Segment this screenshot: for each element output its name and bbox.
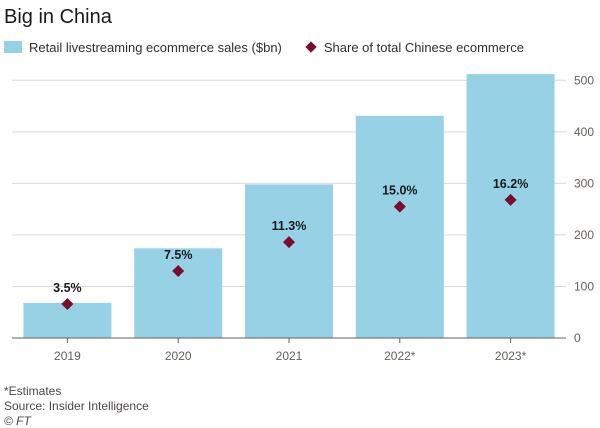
y-tick-label: 100 bbox=[574, 279, 594, 293]
bar bbox=[245, 184, 333, 338]
legend-item-share: Share of total Chinese ecommerce bbox=[304, 40, 524, 55]
x-tick-label: 2019 bbox=[54, 349, 81, 363]
bar bbox=[134, 248, 223, 338]
y-tick-label: 0 bbox=[574, 331, 581, 345]
share-marker bbox=[172, 265, 185, 277]
share-label: 16.2% bbox=[493, 177, 528, 191]
legend-label-share: Share of total Chinese ecommerce bbox=[323, 39, 525, 55]
footnote: *Estimates bbox=[4, 384, 62, 398]
share-marker bbox=[504, 193, 517, 206]
share-label: 3.5% bbox=[53, 281, 82, 295]
x-tick-label: 2021 bbox=[276, 349, 303, 363]
share-label: 11.3% bbox=[272, 219, 307, 233]
y-tick-label: 300 bbox=[574, 176, 594, 190]
source-note: Source: Insider Intelligence bbox=[4, 399, 149, 413]
bar bbox=[355, 115, 444, 338]
chart-plot: 0 100 200 300 400 500 2019 2020 2021 2022* 2023* 3.… bbox=[12, 73, 594, 363]
share-marker bbox=[61, 297, 74, 310]
share-marker bbox=[283, 236, 295, 249]
credit: © FT bbox=[4, 414, 31, 428]
y-tick-label: 500 bbox=[574, 73, 594, 87]
y-tick-label: 400 bbox=[574, 125, 594, 139]
y-tick-label: 200 bbox=[574, 228, 594, 242]
x-tick-label: 2022* bbox=[384, 349, 416, 363]
bar bbox=[466, 74, 555, 338]
legend: Retail livestreaming ecommerce sales ($b… bbox=[4, 38, 524, 56]
bar-swatch-icon bbox=[4, 41, 22, 53]
diamond-marker-icon bbox=[305, 41, 317, 53]
share-marker bbox=[393, 200, 406, 213]
x-tick-label: 2023* bbox=[495, 349, 527, 363]
share-label: 15.0% bbox=[382, 184, 417, 198]
legend-label-sales: Retail livestreaming ecommerce sales ($b… bbox=[29, 39, 282, 55]
share-label: 7.5% bbox=[164, 248, 193, 262]
chart-title: Big in China bbox=[4, 6, 112, 28]
x-tick-label: 2020 bbox=[165, 349, 192, 363]
legend-item-sales: Retail livestreaming ecommerce sales ($b… bbox=[4, 40, 282, 55]
